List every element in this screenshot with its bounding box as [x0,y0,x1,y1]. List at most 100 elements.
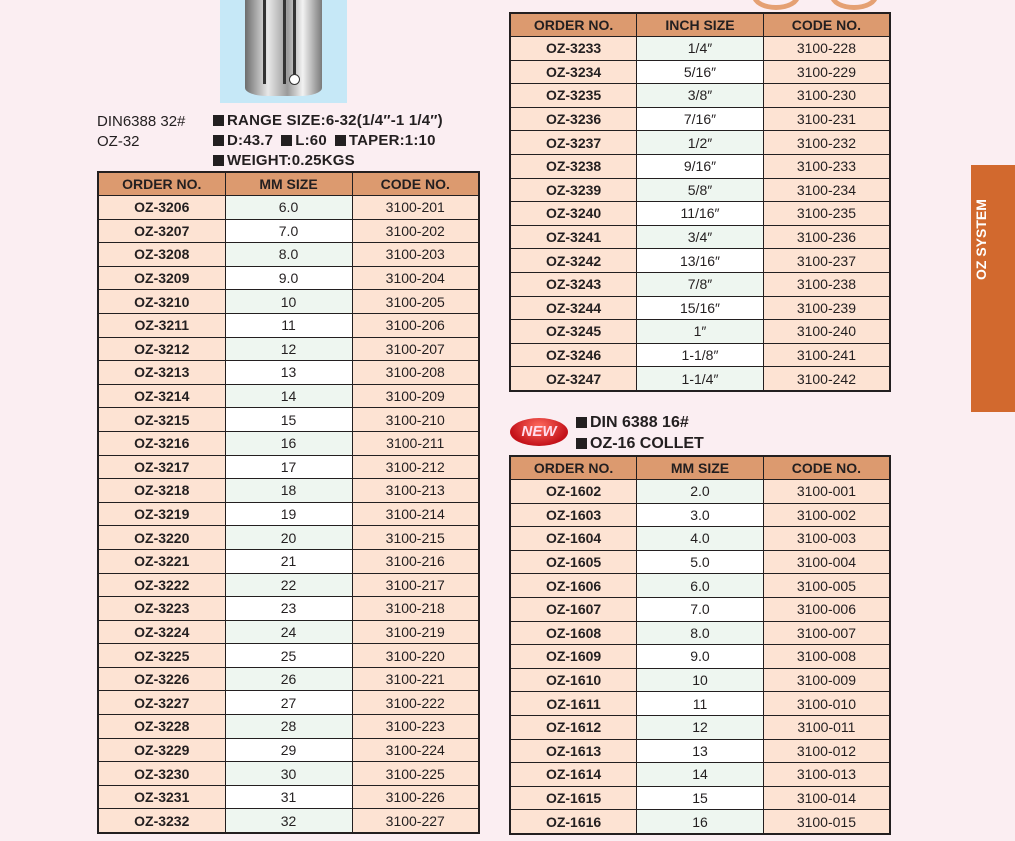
order-no-cell: OZ-3221 [97,548,226,574]
table-row: OZ-3224 24 3100-219 [97,619,480,645]
column-header: ORDER NO. [97,171,226,196]
size-cell: 1″ [636,319,764,344]
size-cell: 18 [224,478,353,503]
size-cell: 16 [636,809,764,835]
table-row: OZ-1615 15 3100-014 [509,785,891,811]
size-cell: 3/8″ [636,83,764,108]
order-no-cell: OZ-1612 [509,714,638,740]
size-cell: 30 [224,761,353,786]
table-row: OZ-3214 14 3100-209 [97,383,480,409]
size-cell: 7/16″ [636,106,764,132]
order-no-cell: OZ-3222 [97,572,226,598]
size-cell: 5/16″ [636,59,764,85]
code-no-cell: 3100-223 [351,714,480,739]
size-cell: 29 [224,737,353,763]
size-cell: 28 [224,714,353,739]
table-row: OZ-3218 18 3100-213 [97,478,480,503]
l-spec: L:60 [295,132,327,149]
code-no-cell: 3100-009 [762,667,891,693]
size-cell: 15 [636,785,764,811]
table-row: OZ-3210 10 3100-205 [97,289,480,314]
order-no-cell: OZ-3245 [509,319,638,344]
order-no-cell: OZ-3235 [509,83,638,108]
size-cell: 7.0 [224,218,353,244]
order-no-cell: OZ-3243 [509,271,638,297]
order-no-cell: OZ-3236 [509,106,638,132]
table-row: OZ-3227 27 3100-222 [97,690,480,716]
d-spec: D:43.7 [227,132,274,149]
oz16-model: DIN 6388 16# [590,414,689,431]
order-no-cell: OZ-3233 [509,36,638,61]
table-row: OZ-3207 7.0 3100-202 [97,218,480,244]
code-no-cell: 3100-003 [762,526,891,551]
code-no-cell: 3100-014 [762,785,891,811]
ring-graphic [752,0,800,10]
order-no-cell: OZ-1607 [509,596,638,622]
table-row: OZ-3225 25 3100-220 [97,643,480,668]
code-no-cell: 3100-235 [762,201,891,226]
size-cell: 21 [224,548,353,574]
table-row: OZ-3232 32 3100-227 [97,808,480,834]
order-no-cell: OZ-3239 [509,177,638,203]
order-no-cell: OZ-3225 [97,643,226,668]
order-no-cell: OZ-1610 [509,667,638,693]
code-no-cell: 3100-006 [762,596,891,622]
code-no-cell: 3100-239 [762,295,891,321]
code-no-cell: 3100-242 [762,366,891,392]
code-no-cell: 3100-214 [351,501,480,527]
table-row: OZ-1603 3.0 3100-002 [509,502,891,528]
oz32-mm-table: ORDER NO. MM SIZE CODE NO. OZ-3206 6.0 3100-2… [97,171,480,835]
order-no-cell: OZ-3228 [97,714,226,739]
section-tab[interactable]: OZ SYSTEM [971,165,1015,412]
code-no-cell: 3100-203 [351,242,480,267]
oz16-mm-table: ORDER NO. MM SIZE CODE NO. OZ-1602 2.0 3100-0… [509,455,891,835]
order-no-cell: OZ-3214 [97,383,226,409]
code-no-cell: 3100-007 [762,620,891,646]
code-no-cell: 3100-232 [762,130,891,155]
table-row: OZ-1612 12 3100-011 [509,714,891,740]
oz32-inch-table: ORDER NO. INCH SIZE CODE NO. OZ-3233 1/4″ 310… [509,12,891,392]
size-cell: 14 [224,383,353,409]
code-no-cell: 3100-230 [762,83,891,108]
order-no-cell: OZ-3224 [97,619,226,645]
size-cell: 31 [224,784,353,810]
table-header: ORDER NO. MM SIZE CODE NO. [509,455,891,480]
code-no-cell: 3100-205 [351,289,480,314]
table-row: OZ-3234 5/16″ 3100-229 [509,59,891,85]
collet-image [245,0,322,96]
code-no-cell: 3100-212 [351,454,480,480]
order-no-cell: OZ-3208 [97,242,226,267]
taper-spec: TAPER:1:10 [348,132,436,149]
table-row: OZ-3226 26 3100-221 [97,666,480,692]
table-row: OZ-3242 13/16″ 3100-237 [509,248,891,273]
order-no-cell: OZ-3215 [97,407,226,432]
code-no-cell: 3100-215 [351,525,480,550]
code-no-cell: 3100-218 [351,596,480,621]
size-cell: 11 [224,312,353,338]
code-no-cell: 3100-231 [762,106,891,132]
size-cell: 10 [224,289,353,314]
code-no-cell: 3100-206 [351,312,480,338]
code-no-cell: 3100-229 [762,59,891,85]
size-cell: 1-1/4″ [636,366,764,392]
column-header: INCH SIZE [636,12,764,37]
column-header: CODE NO. [762,12,891,37]
code-no-cell: 3100-008 [762,644,891,669]
table-row: OZ-1609 9.0 3100-008 [509,644,891,669]
code-no-cell: 3100-004 [762,549,891,575]
table-row: OZ-3245 1″ 3100-240 [509,319,891,344]
oz32-model: DIN6388 32# OZ-32 [97,112,185,152]
code-no-cell: 3100-216 [351,548,480,574]
code-no-cell: 3100-233 [762,153,891,179]
size-cell: 7/8″ [636,271,764,297]
size-cell: 25 [224,643,353,668]
size-cell: 5/8″ [636,177,764,203]
table-row: OZ-3211 11 3100-206 [97,312,480,338]
size-cell: 1/4″ [636,36,764,61]
table-row: OZ-3238 9/16″ 3100-233 [509,153,891,179]
table-row: OZ-3220 20 3100-215 [97,525,480,550]
order-no-cell: OZ-3231 [97,784,226,810]
size-cell: 13 [636,738,764,764]
size-cell: 32 [224,808,353,834]
code-no-cell: 3100-209 [351,383,480,409]
